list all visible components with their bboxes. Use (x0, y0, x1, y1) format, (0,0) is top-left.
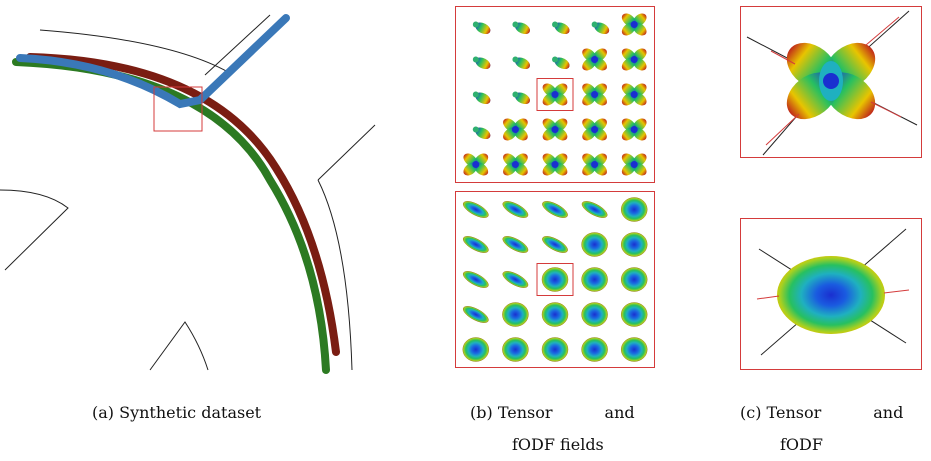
tensor-sphere-glyph (581, 267, 608, 292)
tensor-sphere-glyph (581, 232, 608, 257)
tensor-sphere-glyph (541, 267, 569, 292)
tensor-ellipse-glyph (462, 306, 489, 323)
caption-c-label: (c) (740, 403, 762, 422)
tensor-sphere-glyph (541, 302, 569, 327)
caption-c-line2: fODF (780, 435, 823, 454)
tensor-sphere-glyph (462, 337, 489, 362)
single-fodf-view (740, 6, 922, 158)
caption-c: (c) Tensor and fODF (740, 397, 928, 461)
tensor-ellipse-glyph (502, 236, 529, 253)
center-highlight-box (536, 263, 574, 296)
butterfly-glyph (582, 83, 607, 106)
peanut-glyph (591, 21, 610, 35)
tensor-ellipse-glyph (542, 236, 568, 253)
tensor-ellipse-glyph (462, 201, 489, 218)
synthetic-dataset-image (0, 14, 376, 374)
caption-a: (a) Synthetic dataset (92, 397, 312, 429)
tensor-sphere-glyph (502, 337, 529, 362)
peanut-glyph (472, 21, 491, 35)
butterfly-glyph (621, 153, 647, 176)
butterfly-glyph (582, 48, 607, 71)
peanut-glyph (552, 56, 570, 70)
tensor-ellipse-glyph (502, 201, 529, 218)
tensor-ellipse-glyph (462, 236, 489, 253)
tensor-sphere-glyph (620, 267, 648, 292)
butterfly-glyph (582, 153, 607, 176)
tensor-sphere-glyph (620, 337, 648, 362)
butterfly-glyph (621, 118, 647, 141)
tensor-ellipse-glyph (581, 201, 608, 218)
caption-a-text: Synthetic dataset (119, 403, 262, 422)
peanut-glyph (472, 56, 491, 70)
tensor-ellipse-glyph (462, 271, 489, 288)
highlight-box (153, 86, 203, 132)
tensor-sphere-glyph (541, 337, 569, 362)
tensor-field-grid (455, 191, 655, 368)
tensor-sphere-glyph (502, 302, 529, 327)
single-fodf-glyph (746, 10, 918, 156)
caption-a-label: (a) (92, 403, 115, 422)
tensor-sphere-glyph (620, 232, 648, 257)
peanut-glyph (472, 91, 491, 105)
large-butterfly-glyph (786, 42, 876, 120)
tensor-sphere-glyph (620, 302, 648, 327)
fiber-green (12, 58, 330, 374)
butterfly-glyph (542, 153, 568, 176)
butterfly-glyph (582, 118, 607, 141)
fiber-red (26, 53, 340, 356)
caption-b: (b) Tensor and fODF fields (470, 397, 658, 461)
tensor-glyph-grid (462, 197, 648, 362)
peanut-glyph (512, 91, 530, 105)
tensor-sphere-glyph (620, 197, 648, 222)
tensor-ellipse-glyph (542, 201, 568, 218)
butterfly-glyph (503, 118, 528, 141)
single-tensor-glyph (756, 228, 910, 356)
fodf-glyph-grid (463, 13, 647, 176)
tensor-sphere-glyph (581, 302, 608, 327)
peanut-glyph (512, 21, 530, 35)
fiber-blue (16, 14, 290, 109)
butterfly-glyph (463, 153, 489, 176)
tensor-sphere-glyph (581, 337, 608, 362)
butterfly-glyph (542, 83, 568, 106)
caption-b-line1: Tensor and (497, 403, 635, 422)
butterfly-glyph (621, 83, 647, 106)
butterfly-glyph (621, 13, 647, 36)
fodf-field-grid (455, 6, 655, 183)
peanut-glyph (552, 21, 570, 35)
caption-b-line2: fODF fields (512, 435, 604, 454)
butterfly-glyph (542, 118, 568, 141)
single-tensor-view (740, 218, 922, 370)
panel-a-synthetic-dataset (0, 0, 380, 380)
tensor-ellipse-glyph (502, 271, 529, 288)
caption-c-line1: Tensor and (766, 403, 904, 422)
caption-b-label: (b) (470, 403, 493, 422)
center-highlight-box (536, 78, 574, 111)
butterfly-glyph (503, 153, 528, 176)
peanut-glyph (472, 126, 491, 140)
peanut-glyph (512, 56, 530, 70)
butterfly-glyph (621, 48, 647, 71)
